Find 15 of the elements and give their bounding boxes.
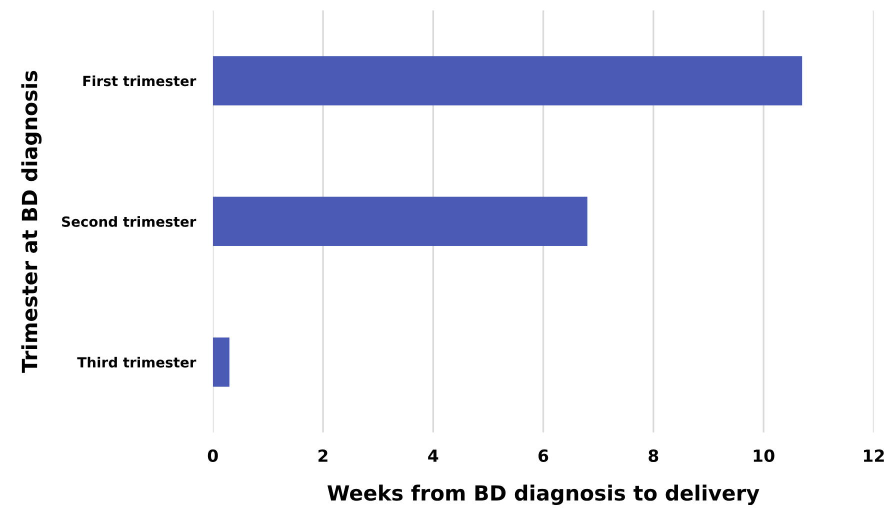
x-tick-label: 4 xyxy=(428,450,438,462)
x-axis-title: Weeks from BD diagnosis to delivery xyxy=(328,484,760,505)
y-tick-label: Third trimester xyxy=(77,356,196,368)
x-tick-label: 8 xyxy=(648,449,658,462)
x-tick-label: 0 xyxy=(208,449,218,462)
y-tick-label: First trimester xyxy=(83,75,196,86)
x-tick-label: 10 xyxy=(754,449,774,462)
x-tick-label: 2 xyxy=(318,449,328,462)
y-axis-title: Trimester at BD diagnosis xyxy=(21,70,42,373)
x-tick-label: 6 xyxy=(538,449,548,462)
bar xyxy=(212,196,588,246)
y-tick-label: Second trimester xyxy=(62,216,196,227)
x-tick-label: 12 xyxy=(864,449,884,462)
bar xyxy=(212,337,230,387)
bar xyxy=(212,56,802,106)
